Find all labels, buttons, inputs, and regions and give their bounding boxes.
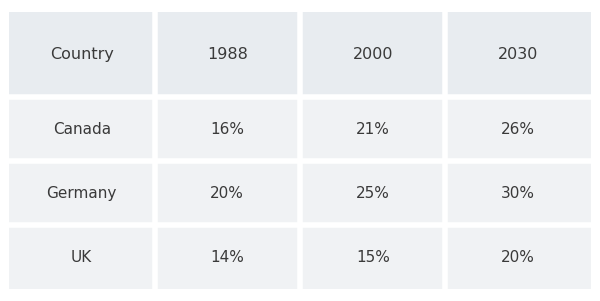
Bar xyxy=(155,97,300,161)
Text: 21%: 21% xyxy=(356,122,389,137)
Bar xyxy=(445,12,591,97)
Bar xyxy=(445,97,591,161)
Text: 20%: 20% xyxy=(502,250,535,265)
Bar xyxy=(300,225,445,289)
Text: 16%: 16% xyxy=(210,122,244,137)
Bar xyxy=(155,225,300,289)
Bar xyxy=(300,161,445,225)
Text: 2030: 2030 xyxy=(498,47,538,62)
Text: Country: Country xyxy=(50,47,113,62)
Bar xyxy=(300,12,445,97)
Text: 1988: 1988 xyxy=(207,47,248,62)
Bar xyxy=(9,12,155,97)
Text: 25%: 25% xyxy=(356,186,389,200)
Bar xyxy=(300,97,445,161)
Bar xyxy=(445,225,591,289)
Text: Germany: Germany xyxy=(47,186,117,200)
Bar xyxy=(155,12,300,97)
Bar xyxy=(9,225,155,289)
Text: 30%: 30% xyxy=(501,186,535,200)
Text: Canada: Canada xyxy=(53,122,111,137)
Text: 20%: 20% xyxy=(211,186,244,200)
Bar xyxy=(155,161,300,225)
Text: UK: UK xyxy=(71,250,92,265)
Text: 14%: 14% xyxy=(211,250,244,265)
Text: 26%: 26% xyxy=(501,122,535,137)
Bar xyxy=(9,97,155,161)
Bar xyxy=(9,161,155,225)
Text: 15%: 15% xyxy=(356,250,389,265)
Bar xyxy=(445,161,591,225)
Text: 2000: 2000 xyxy=(353,47,393,62)
